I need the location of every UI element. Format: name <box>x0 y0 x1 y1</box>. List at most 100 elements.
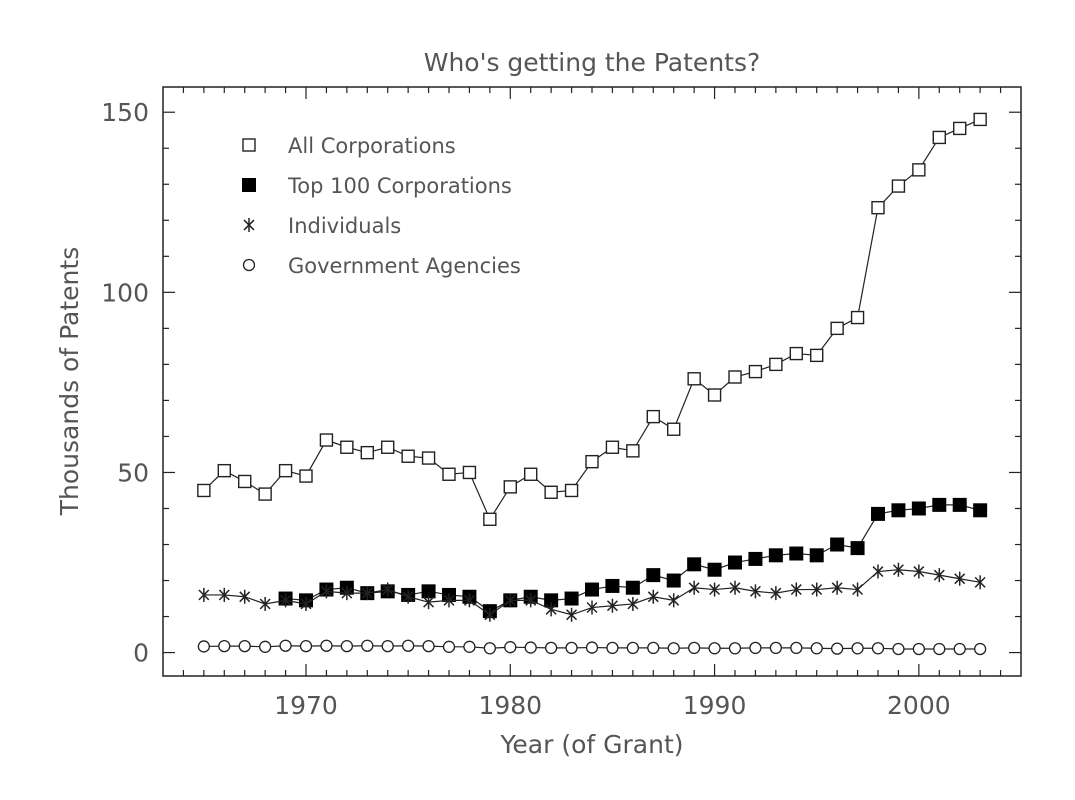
point <box>831 538 844 551</box>
point <box>954 122 966 134</box>
point <box>341 441 353 453</box>
point <box>362 640 373 651</box>
y-axis-label: Thousands of Patents <box>55 247 84 516</box>
point <box>791 642 802 653</box>
point <box>403 640 414 651</box>
point <box>852 312 864 324</box>
legend-marker <box>243 139 255 151</box>
point <box>912 502 925 515</box>
point <box>709 643 720 654</box>
point <box>239 475 251 487</box>
y-tick-label: 150 <box>101 98 149 127</box>
point <box>300 470 312 482</box>
point <box>545 486 557 498</box>
point <box>566 642 577 653</box>
point <box>647 411 659 423</box>
point <box>320 434 332 446</box>
point <box>974 504 987 517</box>
point <box>260 597 270 611</box>
point <box>627 642 638 653</box>
point <box>689 642 700 653</box>
point <box>565 592 578 605</box>
point <box>402 450 414 462</box>
point <box>464 641 475 652</box>
point <box>321 640 332 651</box>
point <box>974 113 986 125</box>
point <box>260 641 271 652</box>
point <box>913 643 924 654</box>
point <box>218 465 230 477</box>
point <box>709 389 721 401</box>
point <box>648 642 659 653</box>
point <box>851 542 864 555</box>
point <box>810 549 823 562</box>
legend-marker <box>244 260 255 271</box>
legend-label: Top 100 Corporations <box>287 174 512 198</box>
point <box>708 563 721 576</box>
point <box>587 642 598 653</box>
point <box>525 468 537 480</box>
point <box>934 568 944 582</box>
point <box>688 558 701 571</box>
point <box>831 322 843 334</box>
point <box>647 569 660 582</box>
point <box>729 556 742 569</box>
point <box>463 466 475 478</box>
point <box>301 641 312 652</box>
y-tick-label: 50 <box>117 458 149 487</box>
legend-marker <box>243 179 256 192</box>
point <box>953 498 966 511</box>
point <box>730 643 741 654</box>
legend-marker <box>244 218 254 232</box>
point <box>423 641 434 652</box>
point <box>382 441 394 453</box>
point <box>667 574 680 587</box>
point <box>954 643 965 654</box>
point <box>648 590 658 604</box>
point <box>872 507 885 520</box>
point <box>505 642 516 653</box>
point <box>975 575 985 589</box>
y-tick-label: 100 <box>101 278 149 307</box>
x-tick-label: 2000 <box>887 691 951 720</box>
legend-label: Government Agencies <box>288 254 521 278</box>
point <box>790 348 802 360</box>
legend-label: Individuals <box>288 214 401 238</box>
point <box>770 358 782 370</box>
point <box>382 641 393 652</box>
series-government-agencies <box>198 640 985 654</box>
point <box>933 498 946 511</box>
x-tick-label: 1990 <box>683 691 747 720</box>
point <box>769 549 782 562</box>
chart-title: Who's getting the Patents? <box>424 48 761 77</box>
point <box>443 468 455 480</box>
point <box>811 643 822 654</box>
point <box>607 642 618 653</box>
point <box>525 642 536 653</box>
point <box>750 642 761 653</box>
point <box>790 547 803 560</box>
point <box>606 579 619 592</box>
point <box>892 504 905 517</box>
point <box>567 608 577 622</box>
point <box>893 643 904 654</box>
point <box>280 640 291 651</box>
point <box>259 488 271 500</box>
point <box>811 349 823 361</box>
legend: All CorporationsTop 100 CorporationsIndi… <box>243 134 521 278</box>
point <box>361 447 373 459</box>
point <box>955 572 965 586</box>
axes: 1970198019902000050100150 <box>101 87 1021 720</box>
point <box>586 583 599 596</box>
point <box>484 513 496 525</box>
point <box>770 642 781 653</box>
point <box>341 641 352 652</box>
point <box>423 452 435 464</box>
point <box>504 481 516 493</box>
x-tick-label: 1970 <box>274 691 338 720</box>
x-tick-label: 1980 <box>478 691 542 720</box>
point <box>749 366 761 378</box>
point <box>873 643 884 654</box>
point <box>749 552 762 565</box>
